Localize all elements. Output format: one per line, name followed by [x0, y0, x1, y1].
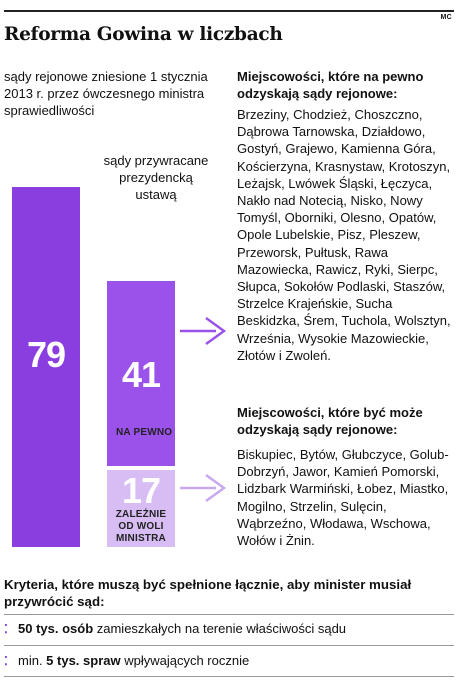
bar-caption-restored: sądy przywracane prezydencką ustawą — [103, 153, 209, 202]
bullet-dots-icon: ⁚ — [4, 622, 8, 636]
value-label-abolished: 79 — [26, 334, 66, 375]
criterion-cases: ⁚ min. 5 tys. spraw wpływających rocznie — [4, 650, 454, 672]
bar-abolished-courts — [12, 187, 80, 547]
credit-label: MC — [440, 14, 452, 21]
criteria-title: Kryteria, które muszą być spełnione łącz… — [4, 577, 412, 609]
divider — [4, 614, 454, 615]
arrow-right-icon-certain — [180, 316, 227, 346]
bar-label-certain: NA PEWNO — [116, 427, 173, 438]
page-title: Reforma Gowina w liczbach — [4, 24, 283, 45]
bar-label-conditional: ZALEŻNIE OD WOLI MINISTRA — [115, 509, 167, 544]
value-label-certain: 41 — [121, 354, 161, 395]
criterion-text: zamieszkałych na terenie właściwości sąd… — [93, 621, 347, 636]
arrow-right-icon-conditional — [180, 473, 227, 503]
divider — [4, 645, 454, 646]
criterion-population: ⁚ 50 tys. osób zamieszkałych na terenie w… — [4, 618, 454, 640]
list-certain-towns: Brzeziny, Chodzież, Choszczno, Dąbrowa T… — [237, 107, 451, 363]
list-possible-towns: Biskupiec, Bytów, Głubczyce, Golub-Dobrz… — [237, 447, 449, 549]
top-rule — [4, 10, 454, 12]
criterion-prefix: min. — [18, 653, 47, 668]
value-label-conditional: 17 — [121, 470, 161, 511]
heading-possible-towns: Miejscowości, które być może odzyskają s… — [237, 405, 423, 437]
criterion-text: wpływających rocznie — [120, 653, 250, 668]
arrows-graphic — [180, 316, 227, 503]
heading-certain-towns: Miejscowości, które na pewno odzyskają s… — [237, 69, 424, 101]
divider — [4, 676, 454, 677]
bar-caption-abolished: sądy rejonowe zniesione 1 stycznia 2013 … — [4, 69, 208, 118]
bar-restored-certain — [107, 281, 175, 466]
criterion-highlight: 50 tys. osób — [18, 621, 94, 636]
criterion-highlight: 5 tys. spraw — [46, 653, 121, 668]
bar-restored-conditional — [107, 470, 175, 547]
bullet-dots-icon: ⁚ — [4, 654, 8, 668]
